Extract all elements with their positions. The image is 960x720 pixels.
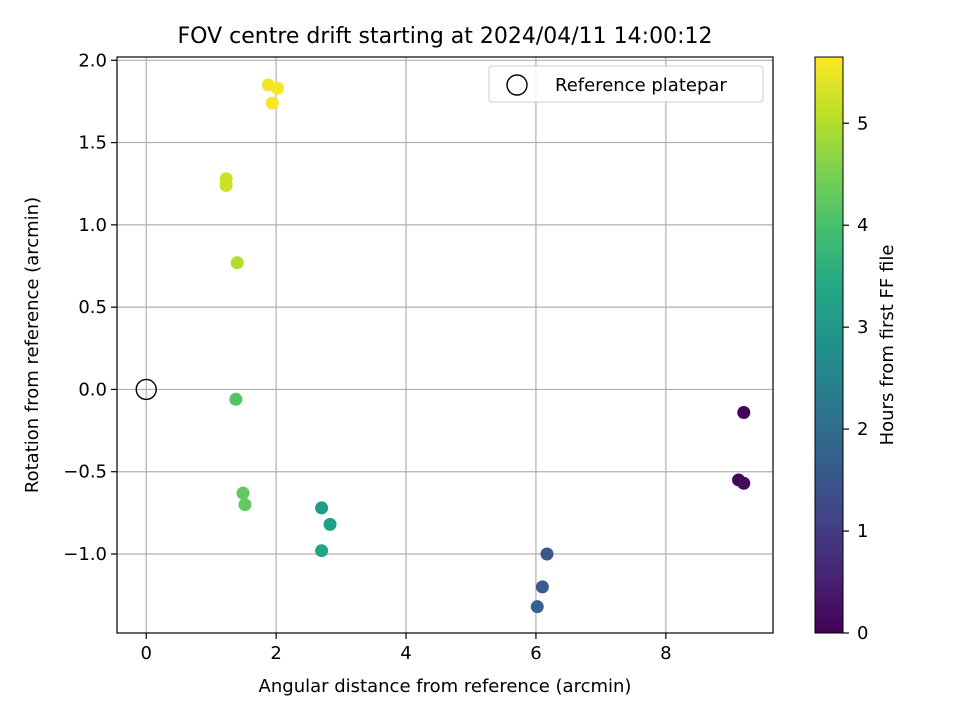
colorbar-label: Hours from first FF file [877, 245, 898, 446]
scatter-point [737, 406, 750, 419]
scatter-point [231, 256, 244, 269]
scatter-point [238, 498, 251, 511]
legend-entry-reference: Reference platepar [555, 75, 727, 96]
y-axis-label: Rotation from reference (arcmin) [22, 197, 43, 493]
scatter-point [531, 600, 544, 613]
legend: Reference platepar [489, 66, 763, 102]
y-tick-label: 0.5 [78, 297, 107, 318]
y-tick-label: −0.5 [63, 462, 107, 483]
y-tick-label: 1.0 [78, 215, 107, 236]
x-tick-label: 0 [141, 643, 152, 664]
y-tick-label: 1.5 [78, 133, 107, 154]
y-tick-label: 0.0 [78, 379, 107, 400]
x-tick-label: 6 [530, 643, 541, 664]
scatter-point [536, 580, 549, 593]
colorbar-tick-label: 4 [857, 215, 868, 236]
scatter-point [220, 179, 233, 192]
x-axis-ticks: 0 2 4 6 8 [141, 633, 672, 664]
colorbar-gradient [815, 57, 843, 633]
x-tick-label: 4 [400, 643, 411, 664]
scatter-point [540, 548, 553, 561]
colorbar-tick-label: 5 [857, 113, 868, 134]
chart-title: FOV centre drift starting at 2024/04/11 … [178, 24, 713, 49]
colorbar-tick-label: 2 [857, 419, 868, 440]
y-axis-ticks: −1.0 −0.5 0.0 0.5 1.0 1.5 2.0 [63, 50, 117, 565]
scatter-point [271, 82, 284, 95]
colorbar-tick-label: 1 [857, 521, 868, 542]
plot-frame [117, 57, 773, 633]
scatter-point [315, 501, 328, 514]
y-tick-label: −1.0 [63, 544, 107, 565]
colorbar-tick-label: 0 [857, 623, 868, 644]
x-axis-label: Angular distance from reference (arcmin) [259, 676, 632, 697]
colorbar-ticks: 0 1 2 3 4 5 [843, 113, 868, 644]
x-tick-label: 8 [660, 643, 671, 664]
scatter-point [229, 393, 242, 406]
colorbar: 0 1 2 3 4 5 Hours from first FF file [815, 57, 898, 644]
scatter-point [737, 477, 750, 490]
scatter-points [136, 78, 750, 613]
scatter-point [266, 97, 279, 110]
colorbar-tick-label: 3 [857, 317, 868, 338]
scatter-point [237, 487, 250, 500]
grid [117, 57, 773, 633]
scatter-point [315, 544, 328, 557]
scatter-point [324, 518, 337, 531]
x-tick-label: 2 [270, 643, 281, 664]
y-tick-label: 2.0 [78, 50, 107, 71]
